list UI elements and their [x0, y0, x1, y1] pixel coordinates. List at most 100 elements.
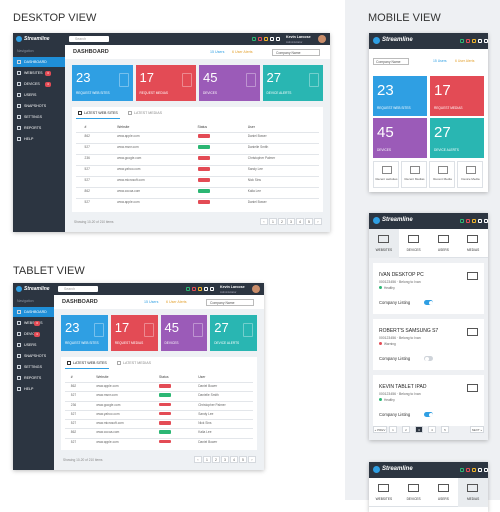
header-icon[interactable]	[264, 37, 268, 41]
header-icon[interactable]	[186, 287, 190, 291]
nav-item[interactable]: SNAPSHOTS	[13, 101, 65, 111]
header-icon[interactable]	[460, 219, 464, 223]
nav-item[interactable]: HELP	[13, 384, 54, 394]
device-card[interactable]: KEVIN TABLET IPAD 000123456 · Belong to I…	[373, 375, 484, 426]
listing-toggle[interactable]	[424, 300, 433, 305]
header-icon[interactable]	[484, 39, 488, 43]
page-button[interactable]: 1	[389, 426, 397, 433]
nav-item[interactable]: USERS	[13, 340, 54, 350]
header-icon[interactable]	[478, 468, 482, 472]
page-button[interactable]: 3	[287, 218, 295, 225]
device-tab[interactable]: WEBSITES	[369, 229, 399, 258]
page-button[interactable]: 4	[230, 456, 238, 463]
device-tab[interactable]: USERS	[429, 229, 459, 258]
stat-card[interactable]: 45 DEVICES	[199, 65, 260, 101]
device-card[interactable]: ROBERT'S SAMSUNG S7 000123456 · Belong to…	[373, 319, 484, 370]
stat-card[interactable]: 23 REQUEST WEB SITES	[61, 315, 108, 351]
page-button[interactable]: 2	[212, 456, 220, 463]
avatar[interactable]	[252, 285, 260, 293]
stat-card[interactable]: 27 DEVICE ALERTS	[210, 315, 257, 351]
tab[interactable]: LATEST WEB SITES	[73, 361, 107, 365]
device-card[interactable]: IVAN DESKTOP PC 000123456 · Belong to Iva…	[373, 263, 484, 314]
page-button[interactable]: ›	[314, 218, 322, 225]
header-icon[interactable]	[460, 39, 464, 43]
company-select[interactable]: Company Name	[272, 49, 320, 56]
stat-card[interactable]: 27 DEVICE ALERTS	[430, 118, 484, 158]
stat-card[interactable]: 45 DEVICES	[373, 118, 427, 158]
listing-toggle[interactable]	[424, 412, 433, 417]
page-button[interactable]: 1	[269, 218, 277, 225]
stat-card[interactable]: 27 DEVICE ALERTS	[262, 65, 323, 101]
page-button[interactable]: 3	[415, 426, 423, 433]
device-tab[interactable]: MEDIAS	[458, 229, 488, 258]
shortcut-tile[interactable]: Recent websites	[373, 161, 399, 188]
search-box[interactable]: Search	[58, 286, 98, 292]
page-button[interactable]: 5	[239, 456, 247, 463]
header-icon[interactable]	[466, 39, 470, 43]
header-icon[interactable]	[484, 468, 488, 472]
header-icon[interactable]	[472, 219, 476, 223]
device-tab[interactable]: MEDIAS	[458, 478, 488, 507]
header-icon[interactable]	[204, 287, 208, 291]
nav-item[interactable]: HELP	[13, 134, 65, 144]
tab[interactable]: LATEST WEB SITES	[84, 111, 118, 115]
device-tab[interactable]: WEBSITES	[369, 478, 399, 507]
company-select[interactable]: Company Name	[373, 58, 409, 65]
page-button[interactable]: 3	[221, 456, 229, 463]
header-icon[interactable]	[198, 287, 202, 291]
header-icon[interactable]	[258, 37, 262, 41]
header-icon[interactable]	[466, 219, 470, 223]
nav-item[interactable]: DASHBOARD	[13, 57, 65, 67]
device-tab[interactable]: DEVICES	[399, 478, 429, 507]
page-button[interactable]: 2	[278, 218, 286, 225]
avatar[interactable]	[318, 35, 326, 43]
page-button[interactable]: ‹	[194, 456, 202, 463]
device-tab[interactable]: USERS	[429, 478, 459, 507]
page-button[interactable]: 5	[305, 218, 313, 225]
nav-item[interactable]: DASHBOARD	[13, 307, 54, 317]
nav-item[interactable]: REPORTS	[13, 373, 54, 383]
header-icon[interactable]	[210, 287, 214, 291]
header-icon[interactable]	[478, 39, 482, 43]
page-button[interactable]: 2	[402, 426, 410, 433]
header-icon[interactable]	[270, 37, 274, 41]
page-button[interactable]: ›	[248, 456, 256, 463]
page-button[interactable]: NEXT »	[470, 426, 484, 433]
listing-toggle[interactable]	[424, 356, 433, 361]
nav-item[interactable]: SNAPSHOTS	[13, 351, 54, 361]
page-button[interactable]: 4	[428, 426, 436, 433]
company-select[interactable]: Company Name	[206, 299, 254, 306]
stat-card[interactable]: 17 REQUEST MEDIAS	[430, 76, 484, 116]
page-button[interactable]: 4	[296, 218, 304, 225]
stat-card[interactable]: 23 REQUEST WEB SITES	[373, 76, 427, 116]
page-button[interactable]: 1	[203, 456, 211, 463]
header-icon[interactable]	[252, 37, 256, 41]
page-button[interactable]: 5	[441, 426, 449, 433]
device-tab[interactable]: DEVICES	[399, 229, 429, 258]
shortcut-tile[interactable]: Device Media	[457, 161, 483, 188]
tab[interactable]: LATEST MEDIAS	[123, 361, 152, 365]
nav-item[interactable]: SETTINGS	[13, 112, 65, 122]
header-icon[interactable]	[484, 219, 488, 223]
header-icon[interactable]	[478, 219, 482, 223]
stat-card[interactable]: 45 DEVICES	[160, 315, 208, 351]
shortcut-tile[interactable]: Recent Media	[429, 161, 455, 188]
header-icon[interactable]	[472, 468, 476, 472]
header-icon[interactable]	[276, 37, 280, 41]
nav-item[interactable]: USERS	[13, 90, 65, 100]
page-button[interactable]: ‹	[260, 218, 268, 225]
tab[interactable]: LATEST MEDIAS	[134, 111, 163, 115]
header-icon[interactable]	[460, 468, 464, 472]
page-button[interactable]: « PREV	[373, 426, 387, 433]
header-icon[interactable]	[472, 39, 476, 43]
nav-item[interactable]: DEVICES 4	[13, 79, 65, 89]
stat-card[interactable]: 17 REQUEST MEDIAS	[135, 65, 196, 101]
stat-card[interactable]: 17 REQUEST MEDIAS	[110, 315, 158, 351]
nav-item[interactable]: REPORTS	[13, 123, 65, 133]
stat-card[interactable]: 23 REQUEST WEB SITES	[72, 65, 133, 101]
header-icon[interactable]	[192, 287, 196, 291]
nav-item[interactable]: DEVICES 4	[13, 329, 54, 339]
search-box[interactable]: Search	[69, 36, 109, 42]
